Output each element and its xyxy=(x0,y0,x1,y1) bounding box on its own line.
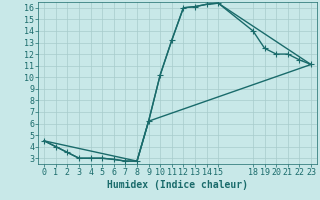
X-axis label: Humidex (Indice chaleur): Humidex (Indice chaleur) xyxy=(107,180,248,190)
